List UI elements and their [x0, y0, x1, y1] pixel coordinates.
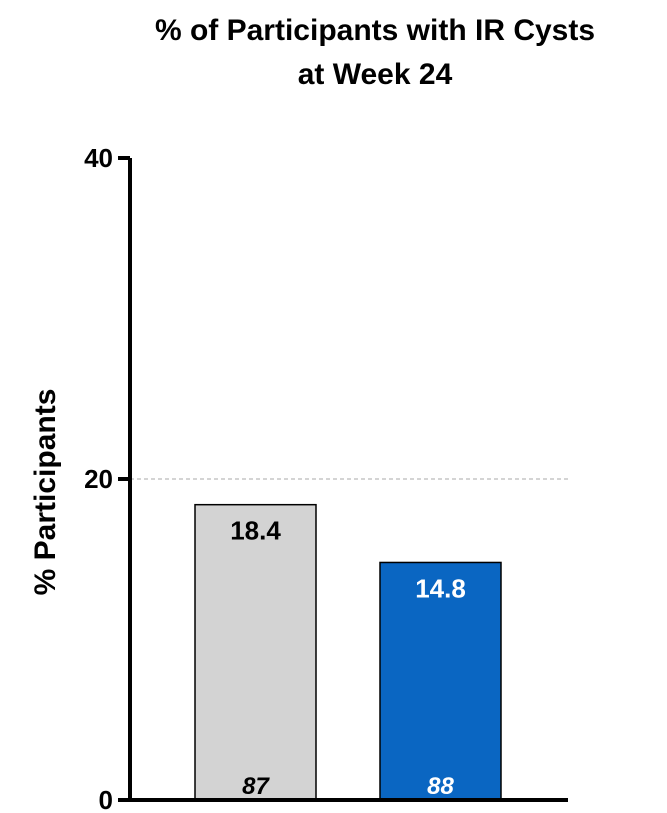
n-label-1: 87 — [242, 773, 270, 800]
value-label-1: 18.4 — [230, 516, 281, 546]
y-tick-label-0: 0 — [99, 785, 113, 813]
chart-title-line-1: % of Participants with IR Cysts — [155, 14, 595, 47]
plot-area: 18.4 14.8 87 88 0 20 40 — [84, 143, 568, 813]
y-axis-label: % Participants — [29, 389, 62, 596]
n-label-2: 88 — [427, 773, 454, 800]
chart-title-line-2: at Week 24 — [298, 58, 453, 91]
y-tick-label-20: 20 — [84, 464, 113, 494]
bar-1 — [194, 503, 317, 801]
value-label-2: 14.8 — [415, 573, 466, 603]
y-tick-label-40: 40 — [84, 143, 113, 173]
